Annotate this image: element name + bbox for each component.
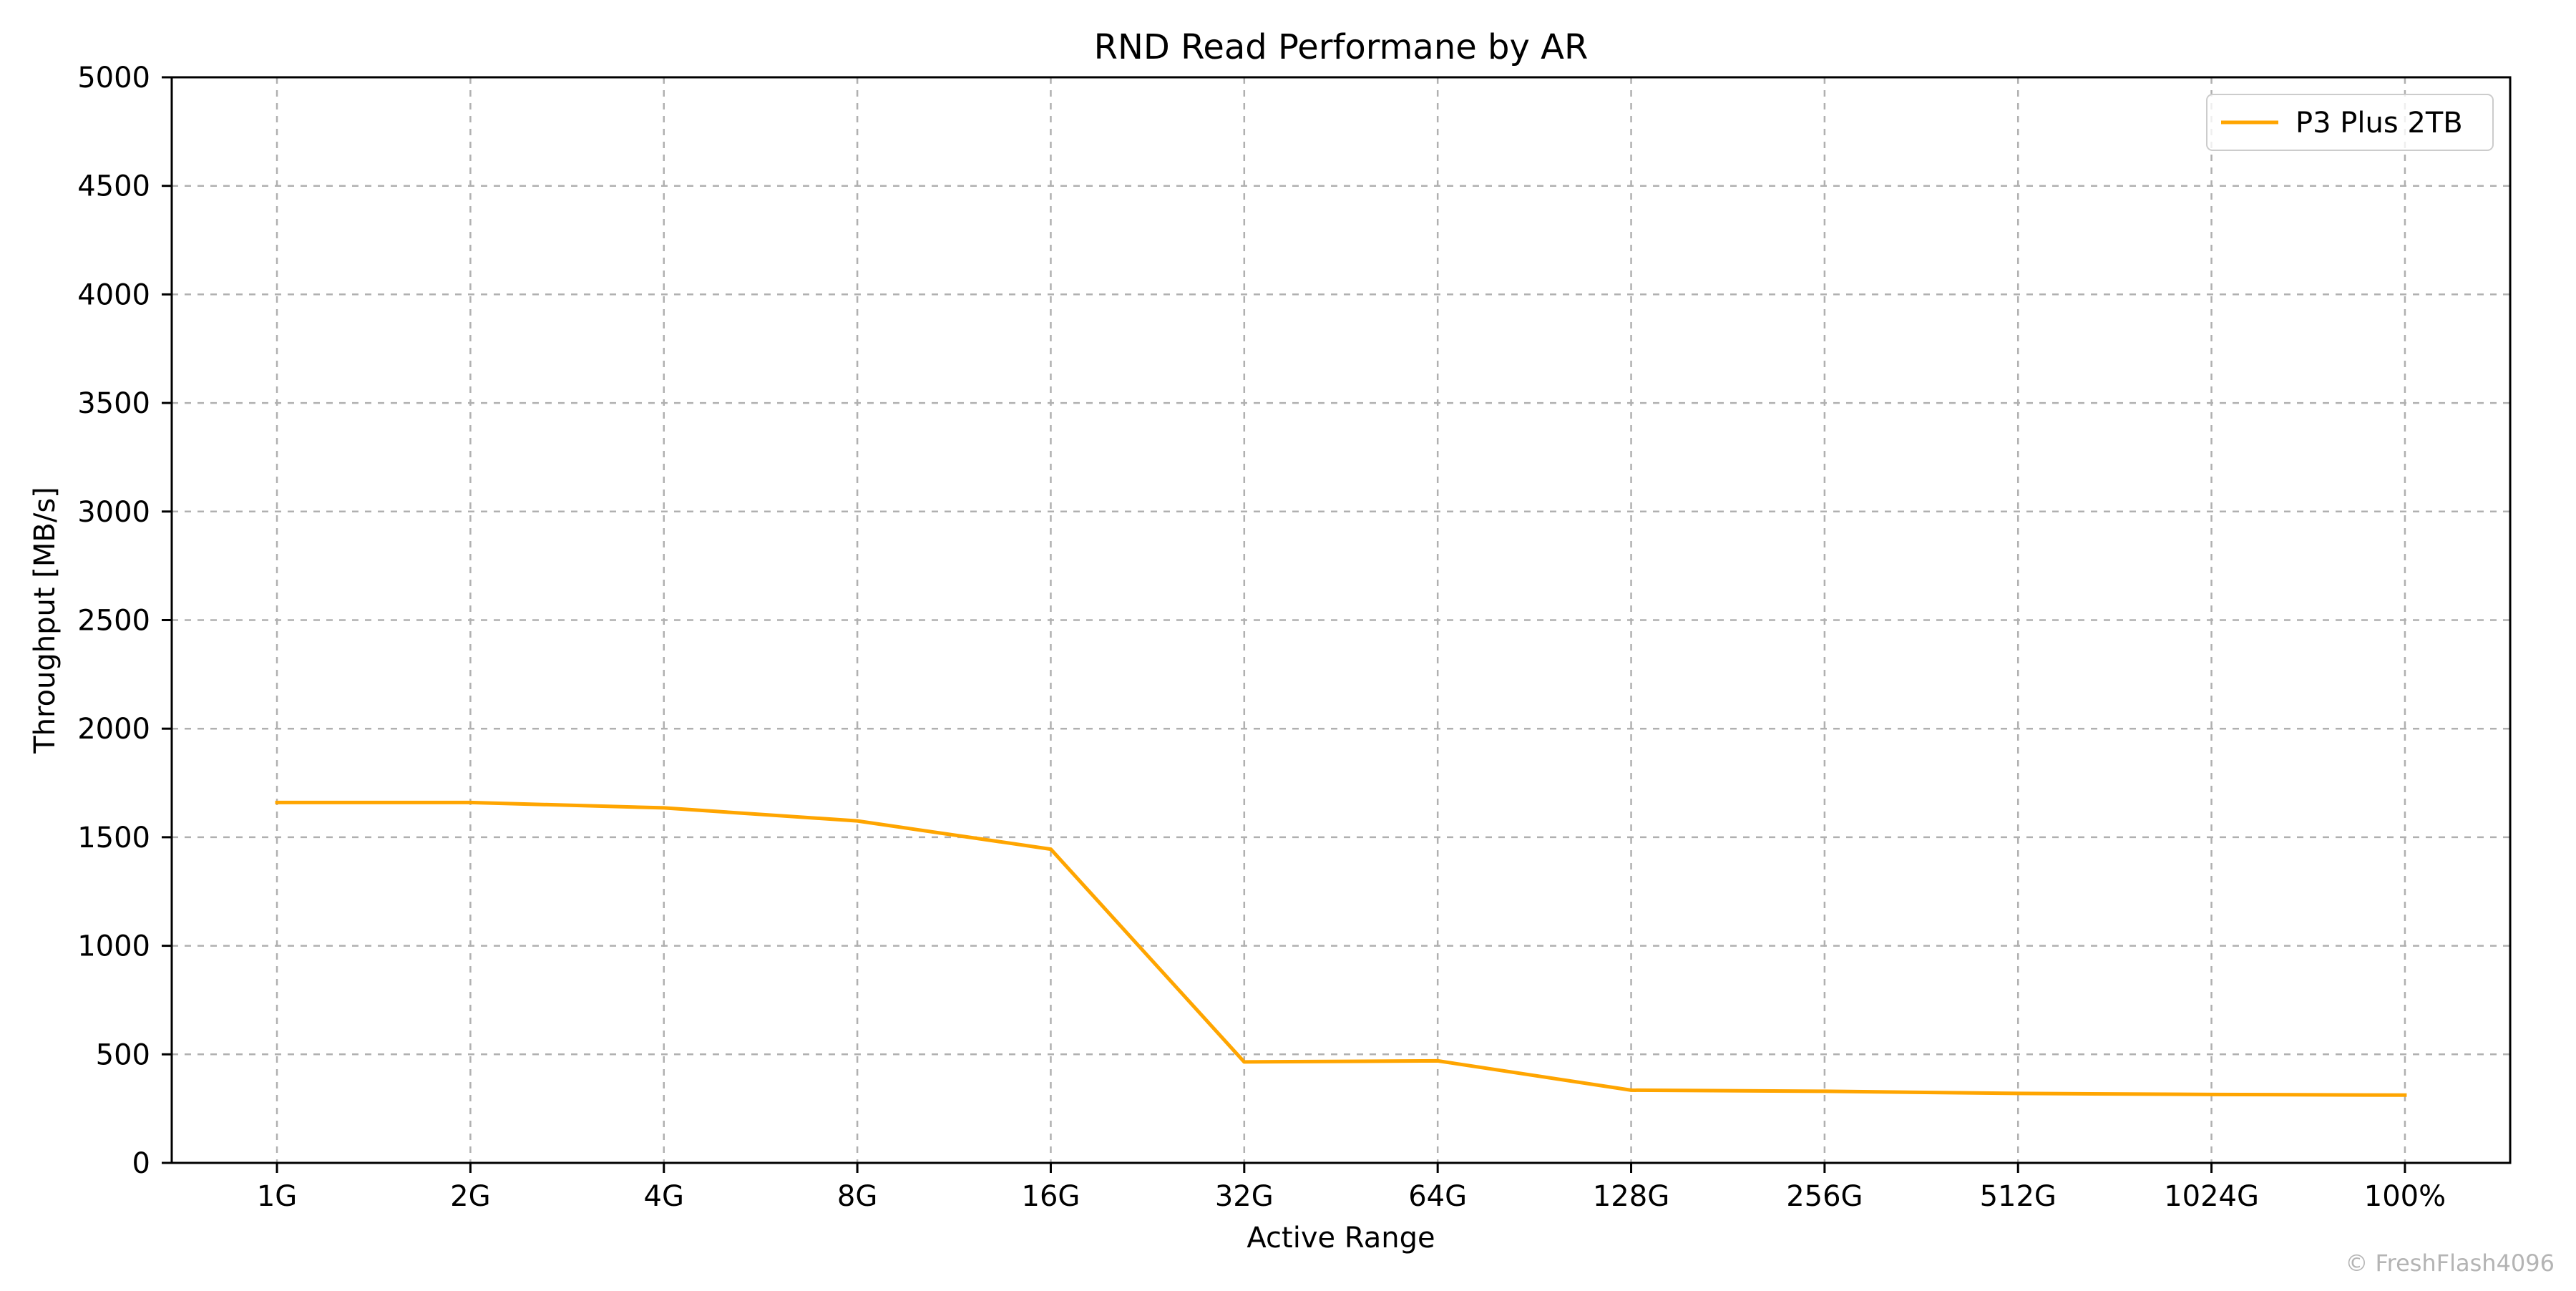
x-tick-label: 16G <box>1022 1180 1080 1213</box>
x-tick-label: 1G <box>257 1180 297 1213</box>
watermark: © FreshFlash4096 <box>2345 1249 2555 1277</box>
y-tick-label: 1000 <box>77 930 150 963</box>
x-tick-label: 128G <box>1593 1180 1669 1213</box>
y-tick-label: 3000 <box>77 496 150 529</box>
y-tick-label: 2000 <box>77 713 150 746</box>
series-line-p3-plus-2tb <box>275 800 2407 1097</box>
x-tick-label: 32G <box>1215 1180 1274 1213</box>
y-tick-label: 4500 <box>77 170 150 203</box>
y-tick-label: 5000 <box>77 62 150 94</box>
legend: P3 Plus 2TB <box>2206 94 2494 151</box>
legend-box <box>2206 94 2494 151</box>
x-tick-label: 64G <box>1408 1180 1467 1213</box>
x-tick-label: 256G <box>1786 1180 1863 1213</box>
tick-layer: 1G 2G 4G 8G 16G 32G 64G 128G 256G 512G 1024G 100% 0 5… <box>77 62 2446 1213</box>
x-tick-label: 1024G <box>2164 1180 2259 1213</box>
y-tick-label: 3500 <box>77 387 150 420</box>
y-tick-label: 500 <box>96 1038 150 1071</box>
y-axis-label: Throughput [MB/s] <box>29 487 62 754</box>
x-tick-label: 8G <box>837 1180 877 1213</box>
x-tick-label: 100% <box>2364 1180 2446 1213</box>
x-tick-label: 512G <box>1980 1180 2057 1213</box>
y-tick-label: 0 <box>132 1147 150 1180</box>
y-tick-label: 2500 <box>77 605 150 638</box>
series-layer <box>275 800 2407 1097</box>
y-tick-label: 4000 <box>77 278 150 311</box>
x-tick-label: 4G <box>644 1180 684 1213</box>
x-tick-label: 2G <box>450 1180 490 1213</box>
y-tick-label: 1500 <box>77 822 150 854</box>
legend-label-p3-plus-2tb: P3 Plus 2TB <box>2296 107 2463 140</box>
chart-title: RND Read Performane by AR <box>1094 27 1589 67</box>
x-axis-label: Active Range <box>1246 1222 1435 1255</box>
